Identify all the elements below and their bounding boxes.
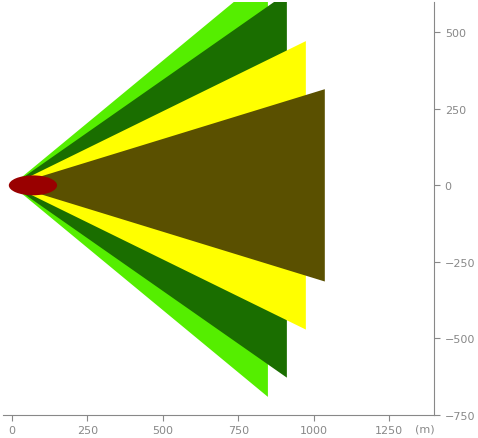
Text: (m): (m) xyxy=(415,423,435,433)
Polygon shape xyxy=(12,42,344,330)
Polygon shape xyxy=(12,90,344,282)
Polygon shape xyxy=(12,0,344,378)
Polygon shape xyxy=(12,0,344,397)
Ellipse shape xyxy=(9,176,57,196)
